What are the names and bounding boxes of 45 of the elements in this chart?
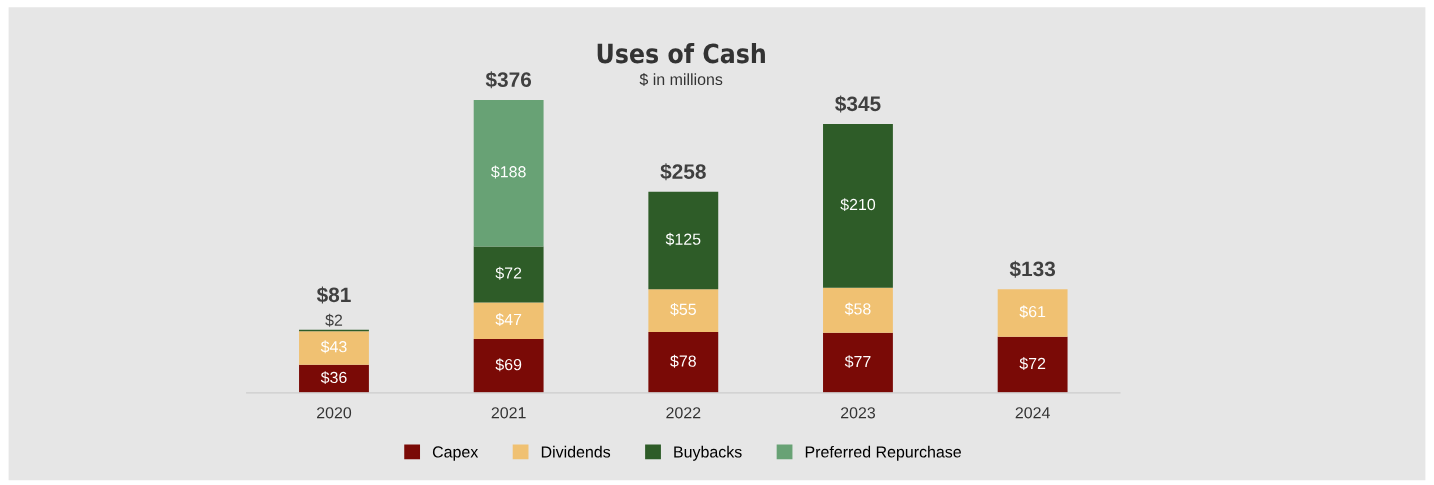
total-label: $133 [1009, 260, 1056, 278]
bar [299, 364, 369, 393]
legend-label: Preferred Repurchase [805, 445, 961, 461]
x-tick-label: 2022 [666, 407, 701, 419]
chart-subtitle: $ in millions [639, 73, 723, 86]
data-label: $188 [491, 165, 526, 179]
bar [648, 289, 719, 333]
bar [823, 332, 893, 393]
bar [473, 339, 544, 393]
data-label: $2 [325, 313, 343, 327]
data-label: $47 [495, 313, 522, 327]
total-label: $376 [485, 71, 532, 89]
data-label: $210 [840, 198, 876, 212]
chart-title: Uses of Cash [597, 43, 765, 64]
data-label: $55 [670, 302, 696, 316]
x-tick-label: 2020 [317, 407, 352, 419]
data-label: $78 [670, 354, 696, 368]
legend-label: Capex [432, 446, 479, 461]
bar [997, 289, 1068, 337]
data-label: $72 [1019, 357, 1046, 371]
data-label: $61 [1019, 305, 1046, 319]
legend-label: Dividends [541, 445, 611, 458]
bar [473, 302, 544, 340]
bar [299, 331, 369, 365]
bar [823, 124, 893, 288]
bar [648, 332, 719, 393]
bar [823, 287, 893, 333]
bar [997, 336, 1068, 393]
x-tick-label: 2021 [491, 407, 526, 419]
data-label: $36 [320, 371, 347, 385]
data-label: $69 [495, 358, 522, 372]
total-label: $345 [835, 95, 881, 113]
data-label: $58 [844, 302, 871, 316]
legend-label: Buybacks [674, 445, 742, 461]
bar [648, 191, 719, 290]
bar [473, 246, 544, 303]
x-tick-label: 2024 [1015, 407, 1050, 419]
data-label: $72 [495, 266, 522, 280]
data-label: $77 [844, 355, 871, 369]
total-label: $258 [660, 163, 706, 181]
bar [473, 99, 544, 247]
x-tick-label: 2023 [841, 407, 876, 419]
data-label: $43 [320, 340, 347, 354]
data-label: $125 [665, 232, 701, 246]
total-label: $81 [316, 286, 351, 304]
